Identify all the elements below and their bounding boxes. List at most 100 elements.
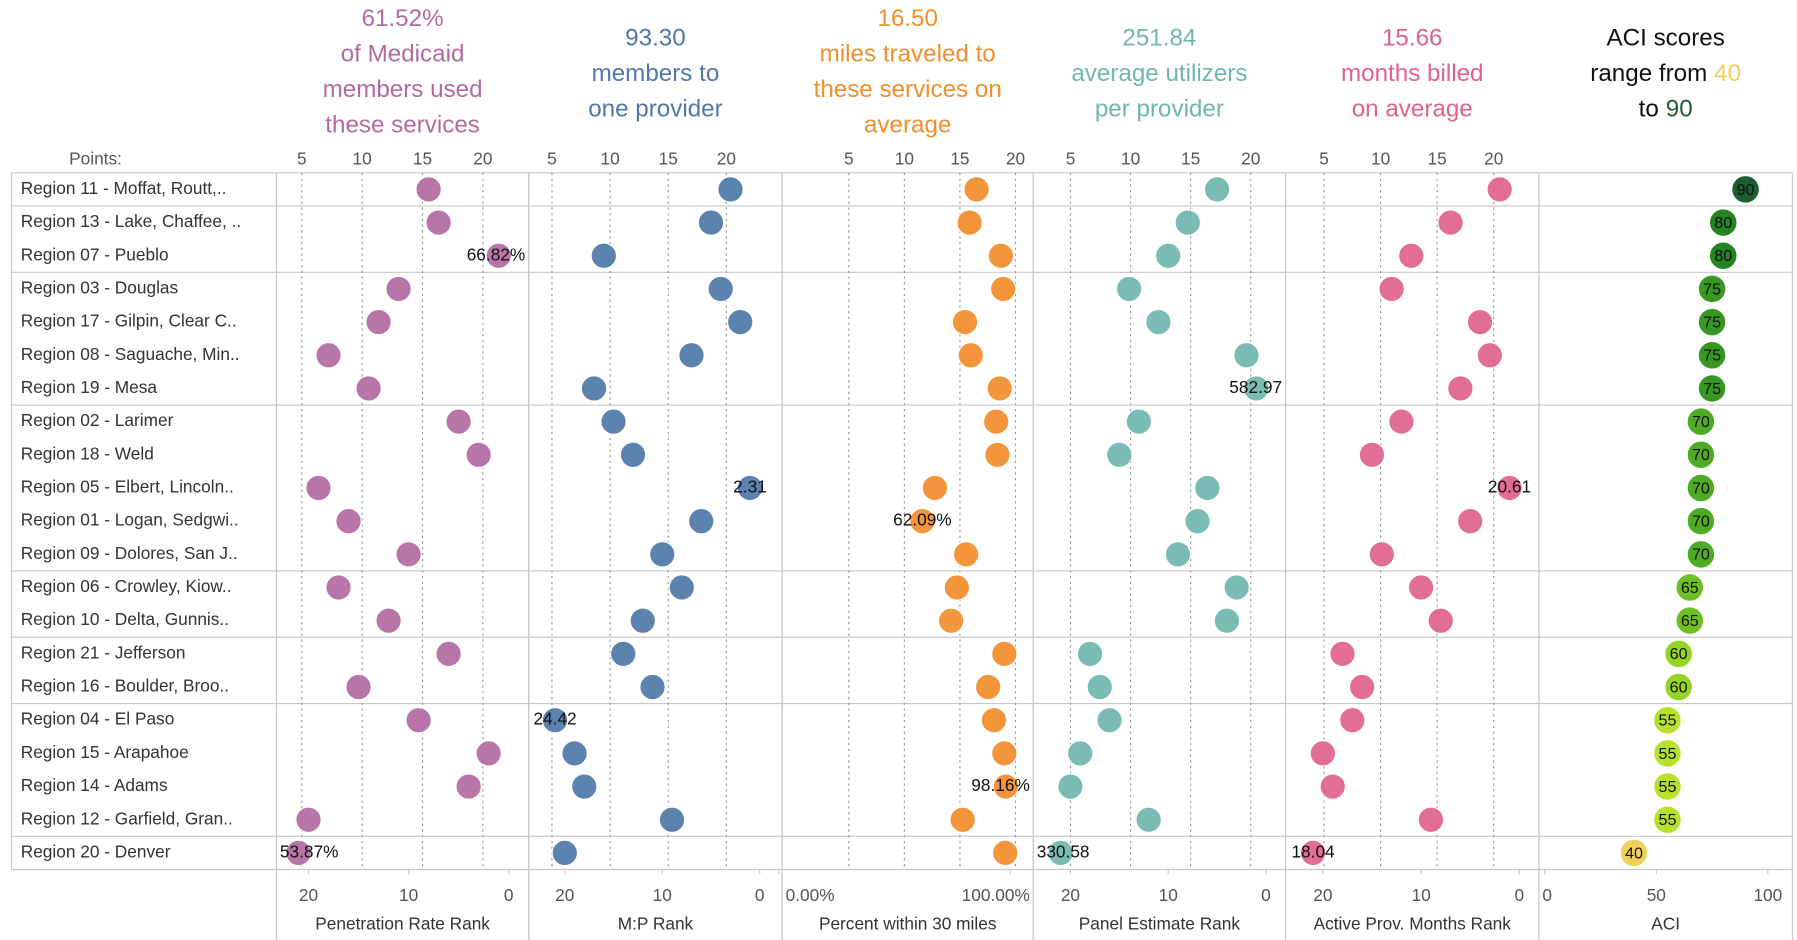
dot <box>992 773 1020 800</box>
dot <box>1299 839 1327 867</box>
header-text: range from <box>1590 60 1707 87</box>
dot <box>1086 673 1114 701</box>
annotation: 98.16% <box>971 775 1030 795</box>
annotation: 582.97 <box>1229 377 1282 397</box>
dot <box>1339 706 1366 734</box>
dot <box>956 209 983 236</box>
aci-value-label: 70 <box>1692 446 1710 464</box>
row-label: Region 11 - Moffat, Routt,.. <box>21 178 227 198</box>
annotation: 2.31 <box>733 477 767 497</box>
dot <box>639 673 666 701</box>
dot <box>1164 541 1192 568</box>
row-label: Region 03 - Douglas <box>21 277 179 297</box>
row-label: Region 02 - Larimer <box>21 410 174 430</box>
header-line: of Medicaid <box>341 41 465 68</box>
panel: 15.66 months billed on average 5 10 15 20 20 10 0… <box>1291 25 1531 934</box>
frame <box>10 172 1793 940</box>
dot <box>1194 474 1221 502</box>
dot <box>1154 242 1182 269</box>
dot <box>600 408 627 435</box>
row-label: Region 04 - El Paso <box>21 709 175 729</box>
header-line: per provider <box>1095 96 1224 123</box>
x-tick-label: 0 <box>1261 885 1271 905</box>
panel: 16.50 miles traveled to these services on a… <box>778 5 1030 934</box>
dot <box>984 441 1011 469</box>
header-line: range from 40 <box>1590 60 1741 87</box>
points-tick-label: 20 <box>473 149 492 169</box>
dot <box>541 706 569 734</box>
dot <box>1184 507 1211 535</box>
dot <box>707 275 734 303</box>
x-tick-label: 10 <box>1159 885 1178 905</box>
header-text: of Medicaid <box>341 41 465 68</box>
dot <box>355 375 382 402</box>
points-tick-label: 5 <box>547 149 557 169</box>
dot <box>697 209 725 236</box>
dot <box>949 806 976 833</box>
dot <box>1076 640 1104 668</box>
dot <box>1407 574 1435 601</box>
dot <box>571 773 598 800</box>
dot <box>1466 308 1494 336</box>
dot <box>951 308 979 336</box>
points-tick-label: 15 <box>1428 149 1447 169</box>
row-label: Region 15 - Arapahoe <box>21 742 189 762</box>
dot <box>736 474 764 502</box>
dot <box>455 773 482 800</box>
aci-value-label: 75 <box>1703 314 1721 332</box>
dot <box>1309 740 1337 767</box>
dot <box>345 673 372 701</box>
header-title: 251.84 <box>1122 25 1196 52</box>
aci-dot <box>1686 407 1716 437</box>
points-tick-label: 5 <box>844 149 854 169</box>
row-label: Region 14 - Adams <box>21 775 168 795</box>
header-line: one provider <box>588 96 722 123</box>
points-tick-label: 10 <box>1371 149 1390 169</box>
header-text: average <box>864 112 951 139</box>
dot <box>1456 507 1484 535</box>
dot <box>305 474 332 502</box>
aci-dot <box>1653 805 1682 835</box>
aci-value-label: 90 <box>1737 181 1755 199</box>
x-axis-label: ACI <box>1651 914 1680 934</box>
header-title: 16.50 <box>877 5 938 32</box>
aci-dot <box>1653 738 1682 768</box>
x-tick-label: 0 <box>504 885 514 905</box>
dot <box>943 574 971 601</box>
points-tick-label: 15 <box>413 149 432 169</box>
dot <box>1125 408 1153 435</box>
dot <box>986 375 1013 402</box>
dot <box>1447 375 1474 402</box>
dot <box>315 342 342 369</box>
panel: 93.30 members to one provider 5 10 15 20 20 10 0 M… <box>533 25 766 934</box>
dot <box>974 673 1002 701</box>
header-title: 61.52% <box>362 5 444 32</box>
header-line: on average <box>1352 96 1473 123</box>
dot <box>726 308 754 336</box>
aci-value-label: 55 <box>1659 745 1677 763</box>
dot <box>580 375 608 402</box>
dot <box>1358 441 1386 469</box>
dot <box>957 342 985 369</box>
dot <box>405 706 432 734</box>
row-label: Region 06 - Crowley, Kiow.. <box>21 576 232 596</box>
dot <box>1329 640 1356 668</box>
x-tick-label: 0.00% <box>786 885 835 905</box>
header-line: months billed <box>1341 60 1484 87</box>
points-label: Points: <box>69 149 122 169</box>
dot <box>952 541 980 568</box>
annotation: 20.61 <box>1488 477 1531 497</box>
dot <box>1233 342 1260 369</box>
header-text: one provider <box>588 96 722 123</box>
aci-value-label: 65 <box>1681 612 1699 630</box>
dot <box>717 176 744 203</box>
aci-value-label: 70 <box>1692 546 1710 564</box>
aci-dot <box>1697 274 1727 304</box>
dot <box>989 275 1017 303</box>
dot <box>475 740 502 767</box>
dot <box>1223 574 1250 601</box>
points-tick-label: 10 <box>353 149 372 169</box>
dot <box>1417 806 1445 833</box>
dot <box>335 507 362 535</box>
row-label: Region 12 - Garfield, Gran.. <box>21 808 233 828</box>
